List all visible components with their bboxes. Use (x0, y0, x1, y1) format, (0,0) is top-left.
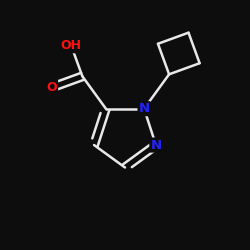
Text: OH: OH (61, 39, 82, 52)
Text: N: N (138, 102, 150, 115)
Text: N: N (150, 138, 162, 151)
Text: O: O (46, 81, 57, 94)
